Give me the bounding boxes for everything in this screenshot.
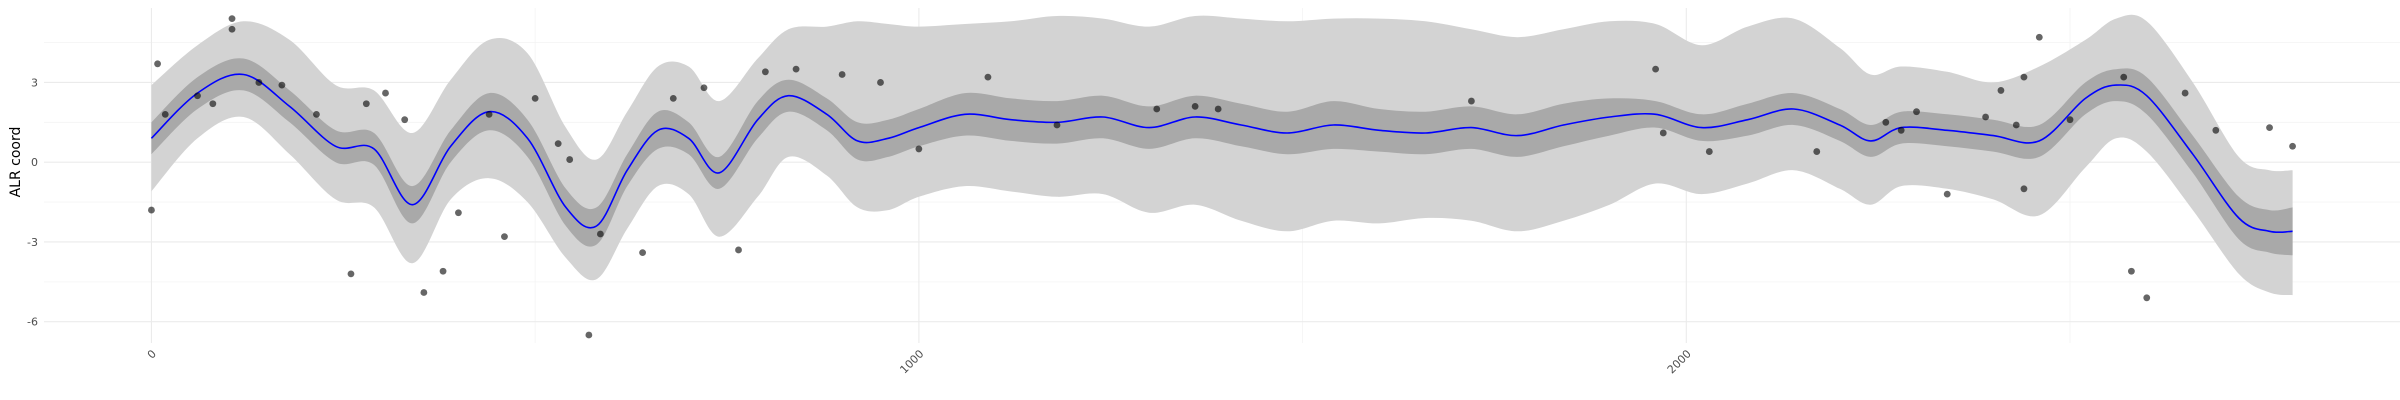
data-point [2012, 121, 2020, 129]
y-tick-label: 0 [31, 156, 38, 169]
data-point [669, 94, 677, 102]
data-point [1997, 87, 2005, 94]
y-axis-title: ALR coord [8, 127, 24, 198]
data-point [2128, 267, 2135, 275]
data-point [209, 100, 217, 108]
data-point [485, 110, 493, 118]
data-point [1943, 190, 1951, 198]
data-point [761, 68, 769, 76]
data-point [2266, 124, 2273, 132]
data-point [585, 331, 593, 339]
data-point [2289, 142, 2296, 150]
data-point [1468, 97, 1475, 105]
data-point [915, 145, 923, 153]
y-tick-label: -3 [27, 236, 38, 249]
x-tick-label: 2000 [1665, 347, 1694, 376]
inner-confidence-band [151, 58, 2293, 256]
data-point [347, 270, 355, 278]
mean-line-group [150, 73, 2293, 234]
data-point [2181, 89, 2189, 97]
data-point [531, 94, 539, 102]
data-point [362, 100, 370, 108]
data-point [2120, 73, 2128, 81]
data-point [792, 65, 800, 73]
data-point [278, 81, 286, 89]
data-point [700, 84, 708, 92]
data-point [1913, 108, 1920, 116]
data-point [455, 209, 462, 217]
data-point [1652, 65, 1659, 73]
y-tick-label: -6 [27, 316, 38, 329]
data-point [382, 89, 389, 97]
data-point [1659, 129, 1667, 137]
data-point [1813, 148, 1821, 155]
x-axis-ticks: 0 1000 2000 [145, 347, 1694, 376]
mean-line [150, 73, 2293, 234]
data-point [501, 233, 508, 241]
data-point [639, 249, 646, 257]
data-point [439, 267, 447, 275]
data-point [596, 230, 604, 238]
data-point [984, 73, 992, 81]
data-point [735, 246, 742, 254]
confidence-bands [151, 14, 2293, 296]
data-point [877, 79, 884, 86]
data-point [148, 206, 155, 214]
data-point [1191, 102, 1199, 110]
data-point [401, 116, 409, 124]
data-point [420, 289, 428, 296]
data-point [194, 92, 201, 100]
x-tick-label: 0 [145, 347, 159, 361]
data-point [566, 156, 574, 163]
data-point [154, 60, 161, 68]
data-point [2066, 116, 2074, 124]
y-axis-ticks: -6 -3 0 3 [27, 76, 38, 328]
outer-confidence-band [151, 14, 2293, 296]
data-point [2035, 33, 2043, 41]
data-point [255, 79, 263, 86]
data-point [228, 25, 236, 33]
data-point [1053, 121, 1061, 129]
data-point [1897, 126, 1905, 134]
data-point [161, 110, 169, 118]
data-point [1214, 105, 1222, 113]
data-point [1153, 105, 1161, 113]
data-points [148, 15, 2296, 339]
x-tick-label: 1000 [897, 347, 926, 376]
data-point [2143, 294, 2151, 302]
data-point [2020, 185, 2028, 193]
data-point [2020, 73, 2028, 81]
data-point [554, 140, 562, 147]
y-tick-label: 3 [31, 76, 38, 89]
data-point [1982, 113, 1989, 121]
data-point [1705, 148, 1713, 155]
data-point [228, 15, 236, 23]
data-point [313, 110, 320, 118]
data-point [2212, 126, 2220, 134]
data-point [838, 71, 846, 78]
data-point [1882, 118, 1890, 126]
